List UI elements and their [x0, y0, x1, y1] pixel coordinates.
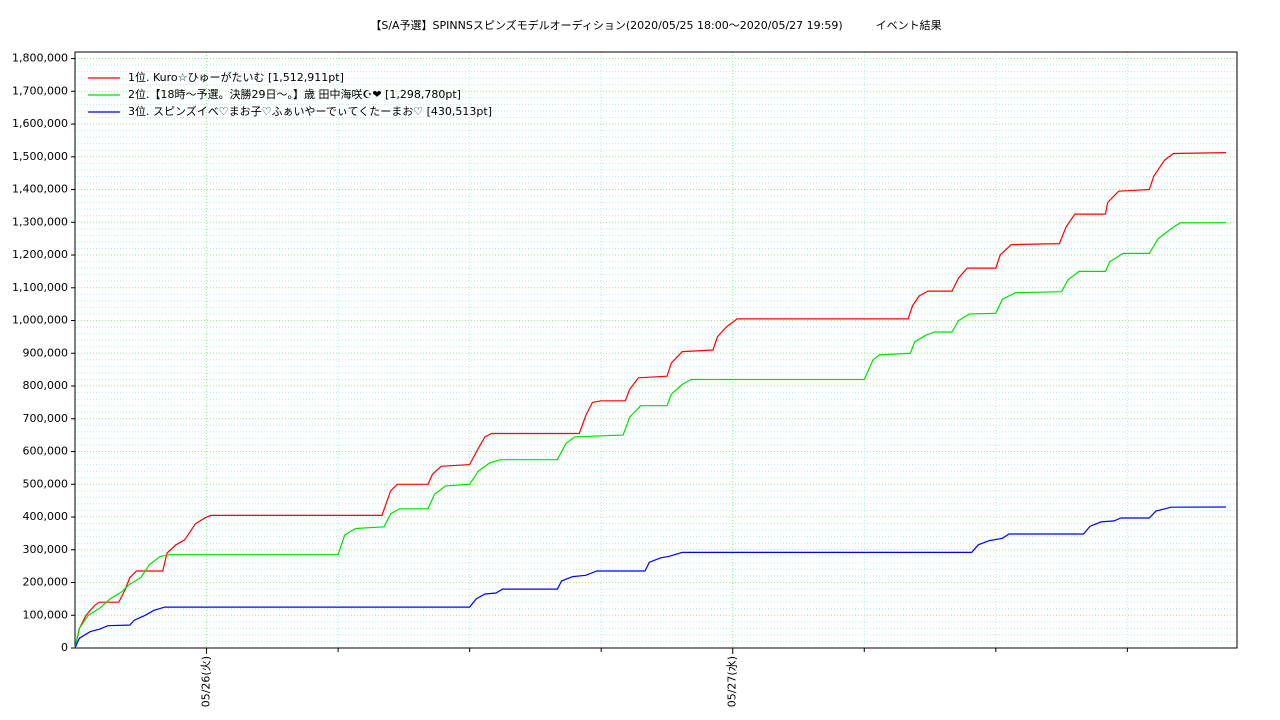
y-tick-label: 600,000 — [23, 445, 69, 458]
y-tick-label: 1,700,000 — [12, 84, 68, 97]
series-line — [74, 152, 1227, 649]
y-tick-label: 1,800,000 — [12, 52, 68, 65]
y-tick-label: 1,100,000 — [12, 281, 68, 294]
y-tick-label: 700,000 — [23, 412, 69, 425]
legend-label: 2位.【18時〜予選。決勝29日〜。】歳 田中海咲☪︎❤ [1,298,780p… — [128, 87, 461, 101]
y-tick-label: 1,000,000 — [12, 314, 68, 327]
legend-label: 3位. スピンズイベ♡まお子♡ふぁいやーでぃてくたーまお♡ [430,513pt… — [128, 104, 492, 118]
x-tick-label: 05/26(火) — [200, 656, 213, 707]
y-tick-label: 400,000 — [23, 510, 69, 523]
y-tick-label: 100,000 — [23, 608, 69, 621]
series-line — [74, 222, 1227, 649]
legend-label: 1位. Kuro☆ひゅーがたいむ [1,512,911pt] — [128, 70, 344, 84]
y-tick-label: 200,000 — [23, 576, 69, 589]
series-line — [74, 506, 1227, 649]
chart-title: 【S/A予選】SPINNSスピンズモデルオーディション(2020/05/25 1… — [370, 18, 941, 32]
y-tick-label: 900,000 — [23, 346, 69, 359]
x-tick-label: 05/27(水) — [726, 656, 739, 707]
y-tick-label: 1,200,000 — [12, 248, 68, 261]
y-tick-label: 800,000 — [23, 379, 69, 392]
y-tick-label: 1,400,000 — [12, 183, 68, 196]
y-tick-label: 1,600,000 — [12, 117, 68, 130]
plot-frame — [74, 51, 1238, 649]
y-tick-label: 300,000 — [23, 543, 69, 556]
y-tick-label: 1,300,000 — [12, 215, 68, 228]
y-tick-label: 500,000 — [23, 477, 69, 490]
y-tick-label: 0 — [61, 641, 68, 654]
y-tick-label: 1,500,000 — [12, 150, 68, 163]
